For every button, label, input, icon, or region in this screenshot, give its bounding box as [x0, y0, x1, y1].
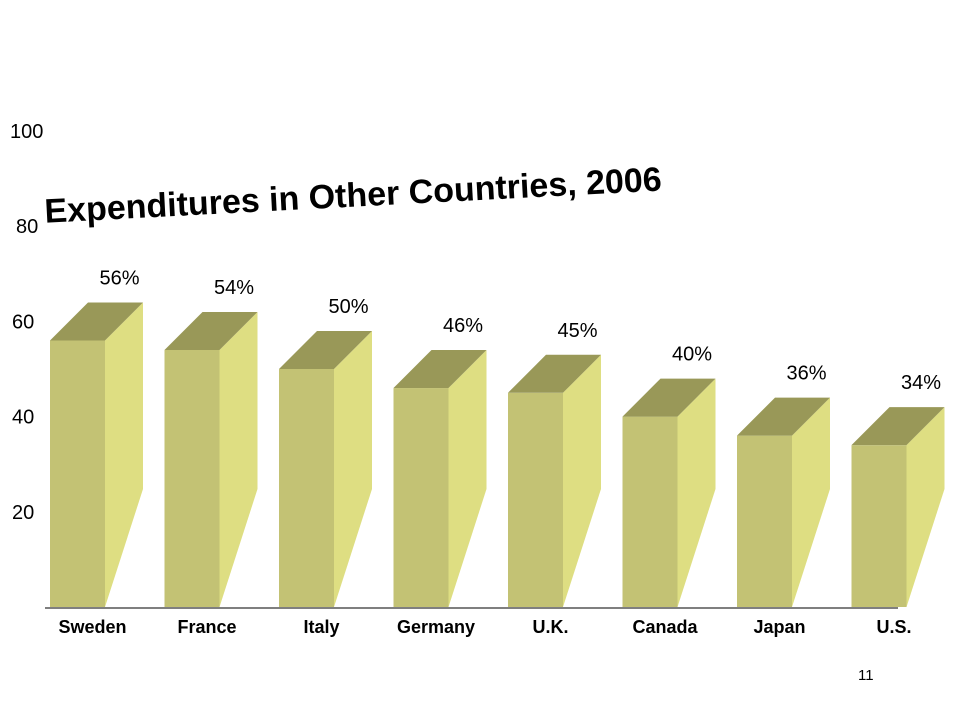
category-label: Japan: [753, 617, 805, 637]
page-number: 11: [858, 667, 874, 684]
bar-front: [50, 340, 105, 607]
data-label: 36%: [786, 363, 826, 385]
data-label: 54%: [214, 277, 254, 299]
bar-top: [393, 350, 487, 389]
bar-front: [737, 435, 792, 607]
data-label: 50%: [328, 296, 368, 318]
bar-side: [105, 302, 143, 607]
bar-germany: [393, 350, 487, 607]
bars: [50, 302, 945, 607]
bar-front: [393, 388, 449, 607]
y-tick-label: 40: [12, 407, 34, 429]
bar-top: [737, 397, 830, 436]
bar-canada: [622, 378, 716, 607]
bar-uk: [508, 354, 601, 607]
data-label: 40%: [672, 344, 712, 366]
bar-top: [50, 302, 143, 341]
data-labels: 56% 54% 50% 46% 45% 40% 36% 34%: [99, 267, 941, 394]
bar-side: [906, 407, 945, 607]
category-labels: Sweden France Italy Germany U.K. Canada Japan U…: [58, 617, 911, 637]
y-tick-label: 80: [16, 216, 38, 238]
bar-side: [792, 397, 830, 607]
bar-italy: [279, 331, 372, 607]
category-label: U.K.: [533, 617, 569, 637]
bar-top: [622, 378, 716, 417]
bar-top: [164, 311, 258, 350]
bar-us: [851, 407, 945, 607]
category-label: U.S.: [876, 617, 911, 637]
bar-france: [164, 311, 258, 607]
bar-side: [563, 354, 601, 607]
chart-title: Expenditures in Other Countries, 2006: [44, 161, 663, 231]
y-tick-label: 20: [12, 502, 34, 524]
bar-front: [851, 445, 907, 607]
category-label: France: [177, 617, 236, 637]
data-label: 34%: [901, 372, 941, 394]
bar-top: [851, 407, 945, 446]
bar-side: [334, 331, 372, 607]
bar-front: [622, 416, 678, 607]
bar-side: [448, 350, 487, 607]
data-label: 56%: [99, 267, 139, 289]
data-label: 46%: [443, 315, 483, 337]
bar-side: [677, 378, 716, 607]
y-tick-label: 60: [12, 311, 34, 333]
bar-front: [279, 369, 334, 607]
bar-top: [508, 354, 601, 393]
y-axis-ticks: 20 40 60 80 100: [10, 121, 43, 524]
bar-sweden: [50, 302, 143, 607]
y-tick-label: 100: [10, 121, 43, 143]
category-label: Italy: [303, 617, 339, 637]
bar-japan: [737, 397, 830, 607]
bar-top: [279, 331, 372, 369]
category-label: Canada: [632, 617, 698, 637]
bar-side: [219, 311, 258, 607]
bar-front: [508, 392, 563, 607]
category-label: Sweden: [58, 617, 126, 637]
bar-front: [164, 349, 220, 607]
data-label: 45%: [557, 320, 597, 342]
category-label: Germany: [397, 617, 475, 637]
